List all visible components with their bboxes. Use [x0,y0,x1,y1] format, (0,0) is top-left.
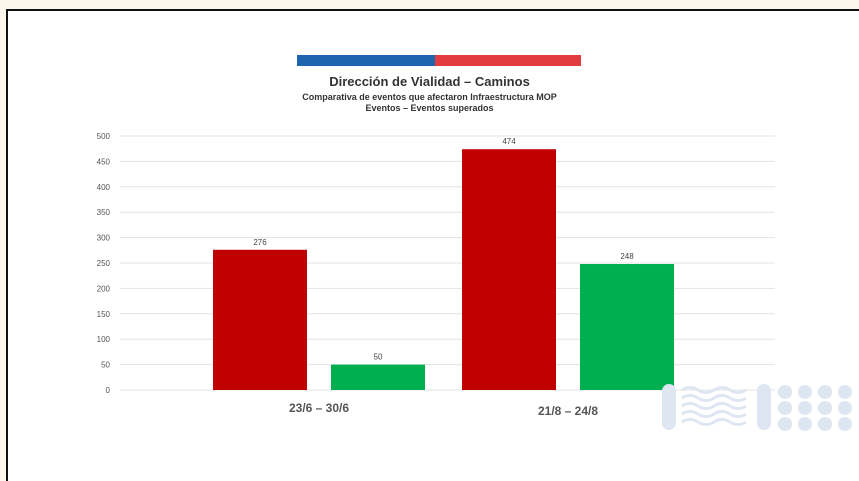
bar [331,364,425,390]
chart-subtitle-2: Eventos – Eventos superados [365,103,494,113]
y-tick-label: 450 [97,157,111,166]
category-label: 23/6 – 30/6 [289,401,349,415]
bar-value-label: 50 [374,353,383,362]
slide-frame [6,9,859,481]
bar-value-label: 474 [502,137,516,146]
y-tick-label: 250 [97,259,111,268]
chart-title: Dirección de Vialidad – Caminos [329,74,530,89]
chart-subtitle: Comparativa de eventos que afectaron Inf… [302,92,557,102]
bar [462,149,556,390]
bar-value-label: 276 [253,238,267,247]
bar [213,249,307,390]
y-tick-label: 50 [101,361,110,370]
flag-bar-red [435,55,581,66]
y-tick-label: 150 [97,310,111,319]
category-label: 21/8 – 24/8 [538,404,598,418]
bar-value-label: 248 [620,252,634,261]
y-tick-label: 200 [97,284,111,293]
y-tick-label: 400 [97,183,111,192]
y-tick-label: 100 [97,335,111,344]
y-tick-label: 350 [97,208,111,217]
flag-bar-blue [297,55,435,66]
ministry-logo-icon [662,384,852,431]
y-tick-label: 300 [97,234,111,243]
bar [580,264,674,390]
y-tick-label: 500 [97,132,111,141]
y-tick-label: 0 [106,386,111,395]
